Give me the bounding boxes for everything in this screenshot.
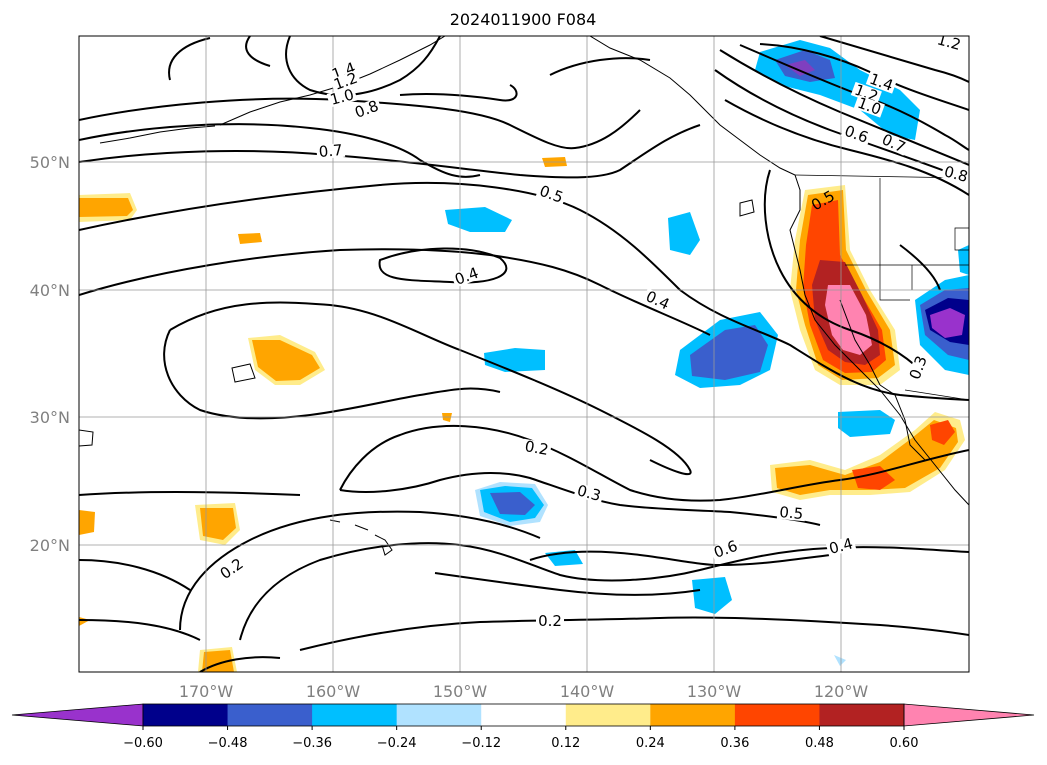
colorbar-cell — [565, 704, 651, 726]
shaded-regions — [79, 40, 969, 672]
contour-label: 0.4 — [825, 534, 857, 558]
svg-text:0.4: 0.4 — [827, 534, 855, 558]
contour-label: 1.2 — [933, 30, 965, 54]
latitude-labels: 50°N 40°N 30°N 20°N — [30, 153, 70, 555]
contour-label: 1.0 — [326, 85, 358, 109]
colorbar-tick-label: 0.12 — [551, 736, 580, 751]
svg-text:0.7: 0.7 — [318, 141, 343, 161]
colorbar-tick-label: 0.36 — [720, 736, 749, 751]
colorbar-tick-label: 0.60 — [890, 736, 919, 751]
colorbar-extend-high — [903, 703, 1035, 727]
lon-label-160w: 160°W — [306, 682, 361, 701]
colorbar-cell — [481, 704, 567, 726]
colorbar-tick-label: −0.48 — [208, 736, 248, 751]
colorbar-cells — [11, 703, 1035, 727]
colorbar-cell — [227, 704, 313, 726]
lat-label-30: 30°N — [30, 408, 70, 427]
lon-label-150w: 150°W — [433, 682, 488, 701]
lat-label-20: 20°N — [30, 536, 70, 555]
svg-text:0.5: 0.5 — [779, 503, 804, 523]
contour-label: 0.2 — [536, 612, 564, 630]
contour-label: 0.3 — [573, 481, 605, 505]
contour-label: 0.8 — [940, 162, 970, 186]
longitude-labels: 170°W 160°W 150°W 140°W 130°W 120°W — [179, 682, 869, 701]
lon-label-170w: 170°W — [179, 682, 234, 701]
lat-label-40: 40°N — [30, 281, 70, 300]
north-america-coastline — [589, 36, 969, 506]
contour-label: 0.5 — [776, 503, 806, 523]
borders — [794, 174, 969, 401]
svg-text:0.2: 0.2 — [538, 612, 562, 630]
map-panel: 1.4 1.2 1.0 0.8 0.7 0.5 0.4 0.4 0.2 0.3 … — [78, 30, 970, 673]
colorbar-tick-label: −0.12 — [461, 736, 501, 751]
lon-label-130w: 130°W — [687, 682, 742, 701]
svg-text:0.8: 0.8 — [942, 162, 970, 186]
svg-text:1.0: 1.0 — [328, 85, 356, 109]
svg-text:0.2: 0.2 — [523, 437, 550, 459]
svg-text:1.2: 1.2 — [935, 30, 963, 54]
grid-lines — [79, 36, 969, 672]
colorbar: −0.60 −0.48 −0.36 −0.24 −0.12 0.12 0.24 0.36 0.4… — [11, 703, 1035, 751]
colorbar-tick-label: −0.60 — [123, 736, 163, 751]
colorbar-tick-label: 0.48 — [805, 736, 834, 751]
coastlines — [79, 36, 969, 556]
colorbar-tick-label: −0.24 — [377, 736, 417, 751]
colorbar-cell — [312, 704, 398, 726]
lon-label-140w: 140°W — [560, 682, 615, 701]
colorbar-cell — [734, 704, 820, 726]
colorbar-cell — [650, 704, 736, 726]
contour-label: 0.2 — [521, 437, 552, 459]
map-frame — [78, 35, 970, 673]
colorbar-frame — [142, 703, 905, 727]
colorbar-cell — [143, 704, 229, 726]
colorbar-cell — [819, 704, 905, 726]
colorbar-extend-low — [11, 703, 144, 727]
lon-label-120w: 120°W — [814, 682, 869, 701]
colorbar-ticks: −0.60 −0.48 −0.36 −0.24 −0.12 0.12 0.24 0.36 0.4… — [123, 726, 918, 751]
lat-label-50: 50°N — [30, 153, 70, 172]
colorbar-tick-label: 0.24 — [636, 736, 665, 751]
contour-label: 0.7 — [316, 141, 346, 161]
map-title: 2024011900 F084 — [450, 10, 597, 29]
svg-text:0.3: 0.3 — [575, 481, 603, 505]
colorbar-tick-label: −0.36 — [292, 736, 332, 751]
colorbar-cell — [396, 704, 482, 726]
